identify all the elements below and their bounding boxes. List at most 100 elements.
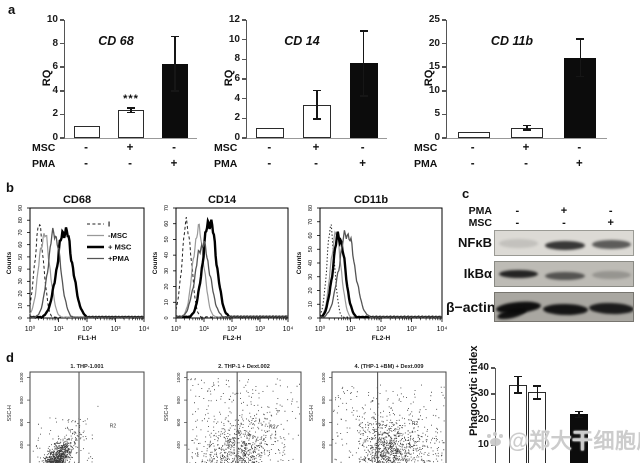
panel-c-label: c: [462, 186, 470, 201]
blot-band: [592, 239, 632, 249]
y-tick-label: 20: [428, 37, 440, 49]
condition-row-label: MSC: [214, 142, 238, 154]
y-tick: [241, 78, 246, 80]
error-bar-line: [578, 411, 580, 418]
y-tick-label: 15: [428, 61, 440, 73]
y-tick-label: 80: [18, 217, 24, 223]
x-tick-label: 10¹: [345, 326, 356, 333]
x-tick-label: 10⁰: [25, 325, 36, 333]
plot-border: [331, 371, 447, 463]
y-tick-label: 600: [321, 418, 326, 426]
y-tick-label: 30: [164, 268, 170, 274]
bar-chart-cd14: RQ CD 14 0 2 4 6 8 10 12 MSC - + - PMA - - +: [212, 6, 392, 178]
y-tick-label: 800: [321, 396, 326, 404]
y-tick: [59, 113, 64, 116]
y-tick: [241, 117, 246, 120]
y-tick-label: 800: [176, 396, 181, 404]
x-tick-label: 10²: [376, 326, 387, 333]
error-bar-cap: [127, 107, 135, 109]
plot-title: 2. THP-1 + Dext.002: [218, 364, 270, 370]
scatter-svg: 4. (THP-1 +BM) + Dext.009SSC-H2004006008…: [309, 364, 447, 463]
histogram-svg: CD68 Counts 0 10 20 30 40 50 60 70 80 90 10⁰ 10¹ 10² 10…: [6, 194, 150, 342]
y-tick-label: 20: [164, 284, 170, 290]
error-bar-cap: [127, 111, 135, 114]
chart-title: CD 14: [284, 34, 320, 49]
y-tick-label: 0: [234, 132, 240, 143]
y-tick: [241, 38, 246, 41]
error-bar-cap: [313, 118, 321, 120]
y-tick-label: 70: [308, 219, 314, 225]
x-tick-label: 10²: [227, 326, 238, 333]
y-tick-label: 10: [428, 84, 440, 96]
y-tick-label: 6: [234, 73, 240, 84]
gate-label: R2: [269, 425, 276, 431]
y-tick-label: 600: [176, 418, 181, 426]
chart-title: CD 11b: [490, 34, 534, 49]
y-tick: [59, 19, 64, 21]
y-tick-label: 400: [19, 441, 24, 449]
blot-band: [498, 270, 538, 278]
y-tick: [241, 19, 246, 21]
legend-label: I: [108, 220, 110, 229]
condition-symbol: +: [170, 158, 178, 170]
plot-border: [186, 371, 302, 463]
panel-a-label: a: [8, 2, 16, 17]
plot-area: [441, 19, 607, 139]
blot-condition-symbol: -: [515, 217, 520, 229]
legend-entry: +PMA: [87, 254, 130, 263]
condition-symbol: -: [267, 142, 272, 154]
y-axis-label: SSC-H: [7, 405, 13, 421]
condition-row-label: PMA: [414, 158, 438, 170]
gate-label: R2: [412, 421, 419, 427]
error-bar-cap: [574, 416, 583, 419]
histogram-svg: CD11b Counts 0 10 20 30 40 50 60 70 80 10⁰ 10¹ 10² 10³…: [296, 194, 447, 342]
error-bar-line: [517, 376, 519, 393]
y-tick-label: 70: [18, 229, 24, 235]
y-tick-label: 0: [52, 132, 58, 143]
y-tick-label: 0: [164, 316, 170, 319]
chart-title: CD 68: [98, 34, 134, 49]
y-tick-label: 400: [321, 441, 326, 449]
y-tick: [441, 19, 446, 21]
blot-image: [494, 261, 634, 287]
plot-area: [241, 19, 387, 139]
error-bar-cap: [574, 410, 583, 413]
condition-symbol: -: [314, 158, 318, 170]
y-tick-label: 10: [308, 301, 314, 307]
y-tick-label: 600: [19, 418, 24, 426]
y-tick: [241, 58, 246, 61]
y-tick-label: 20: [477, 413, 489, 425]
scatter-points: [32, 405, 99, 463]
y-axis-label: Counts: [296, 251, 303, 274]
condition-symbol: -: [524, 158, 528, 170]
error-bar-cap: [576, 38, 585, 40]
watermark: @郑大干细胞库: [486, 425, 640, 455]
error-bar-cap: [523, 124, 531, 127]
error-bar-cap: [523, 129, 531, 131]
y-tick-label: 8: [234, 53, 240, 65]
y-tick-label: 30: [477, 387, 489, 399]
y-tick: [241, 137, 246, 139]
condition-symbol: +: [126, 142, 134, 154]
scatter-points: [332, 384, 445, 463]
x-axis-label: FL2-H: [372, 335, 391, 342]
histogram-curve: [175, 240, 289, 319]
legend-label: -MSC: [108, 231, 128, 240]
scatter-thp1-bm: 4. (THP-1 +BM) + Dext.009SSC-H2004006008…: [308, 360, 448, 463]
y-tick: [59, 66, 64, 68]
x-tick-label: 10¹: [53, 326, 64, 333]
error-bar-cap: [171, 35, 179, 38]
error-bar-cap: [576, 75, 585, 78]
y-tick: [59, 90, 64, 92]
x-tick-label: 10⁴: [139, 326, 150, 333]
condition-symbol: +: [575, 158, 583, 170]
y-tick-label: 0: [308, 316, 314, 319]
condition-row-label: PMA: [214, 158, 238, 170]
condition-symbol: -: [470, 158, 475, 170]
blot-band: [542, 303, 588, 315]
scatter-thp1-dext: 2. THP-1 + Dext.002SSC-H2004006008001000…: [163, 360, 303, 463]
y-tick-label: 50: [164, 236, 170, 242]
y-tick-label: 60: [308, 232, 314, 238]
y-tick-label: 50: [18, 254, 24, 260]
